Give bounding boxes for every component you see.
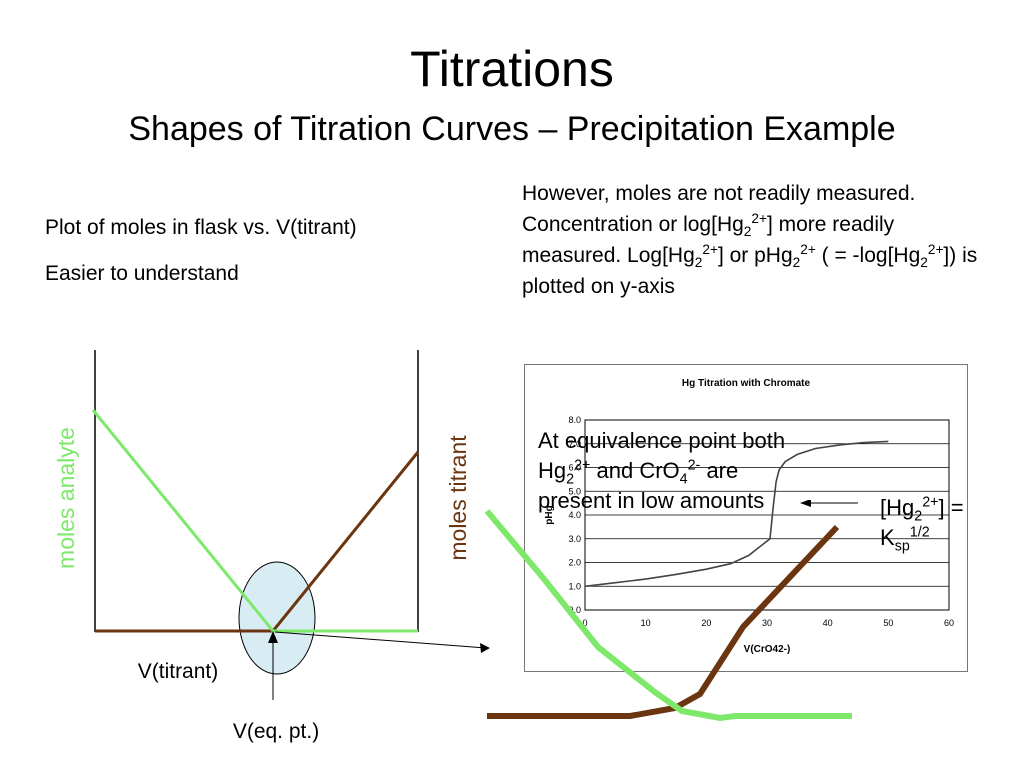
y-tick-label: 8.0: [568, 415, 581, 425]
x-tick-label: 0: [582, 618, 587, 628]
y-tick-labels: 0.0 1.0 2.0 3.0 4.0 5.0 6.0 7.0 8.0: [568, 415, 581, 615]
chart-xlabel: V(CrO42-): [744, 644, 791, 655]
x-axis-label: V(titrant): [138, 660, 219, 683]
chart-ylabel: pHg: [544, 505, 555, 524]
zoom-pointer-arrowhead: [480, 643, 490, 653]
slide-title: Titrations: [410, 41, 614, 97]
x-tick-label: 50: [883, 618, 893, 628]
equivalence-circle: [238, 561, 316, 675]
eq-arrowhead: [268, 631, 278, 643]
bullet-plot-moles: Plot of moles in flask vs. V(titrant): [45, 216, 357, 239]
zoom-pointer-line: [274, 631, 487, 649]
chart-title: Hg Titration with Chromate: [682, 378, 811, 389]
callout-line-3: present in low amounts: [538, 488, 765, 513]
x-tick-label: 40: [823, 618, 833, 628]
callout-line-1: At equivalence point both: [538, 428, 786, 453]
zoom-analyte-curve: [484, 509, 852, 722]
slide-subtitle: Shapes of Titration Curves – Precipitati…: [128, 110, 896, 148]
y-tick-label: 7.0: [568, 439, 581, 449]
y-tick-label: 4.0: [568, 510, 581, 520]
callout-line-2: Hg22+ and CrO42- are: [538, 457, 739, 488]
zoom-titrant-curve: [487, 524, 840, 719]
callout-arrowhead: [800, 500, 811, 507]
x-tick-labels: 0 10 20 30 40 50 60: [582, 618, 954, 628]
y-tick-label: 2.0: [568, 558, 581, 568]
x-tick-label: 10: [641, 618, 651, 628]
hg-ksp-label: [Hg22+] = Ksp1/2: [880, 494, 964, 555]
bullet-easier: Easier to understand: [45, 262, 239, 285]
y-tick-label: 1.0: [568, 581, 581, 591]
x-tick-label: 60: [944, 618, 954, 628]
moles-titrant-label: moles titrant: [445, 435, 471, 561]
y-tick-label: 0.0: [568, 605, 581, 615]
x-tick-label: 30: [762, 618, 772, 628]
left-schematic-plot: moles analyte moles titrant V(titrant) V…: [53, 350, 490, 743]
inset-chart-svg: Hg Titration with Chromate 0.0 1.0 2.0 3.0 4…: [544, 378, 954, 655]
plot-area: [584, 419, 950, 611]
series-line: [584, 440, 889, 588]
y-tick-label: 3.0: [568, 534, 581, 544]
eq-point-label: V(eq. pt.): [233, 720, 319, 743]
x-tick-label: 20: [701, 618, 711, 628]
y-tick-label: 5.0: [568, 486, 581, 496]
note-text: However, moles are not readily measured.…: [522, 182, 978, 298]
y-tick-label: 6.0: [568, 463, 581, 473]
chart-series: [584, 440, 889, 588]
zoom-curves: [484, 500, 858, 722]
equivalence-callout: At equivalence point both Hg22+ and CrO4…: [538, 426, 868, 516]
moles-analyte-label: moles analyte: [53, 427, 79, 569]
